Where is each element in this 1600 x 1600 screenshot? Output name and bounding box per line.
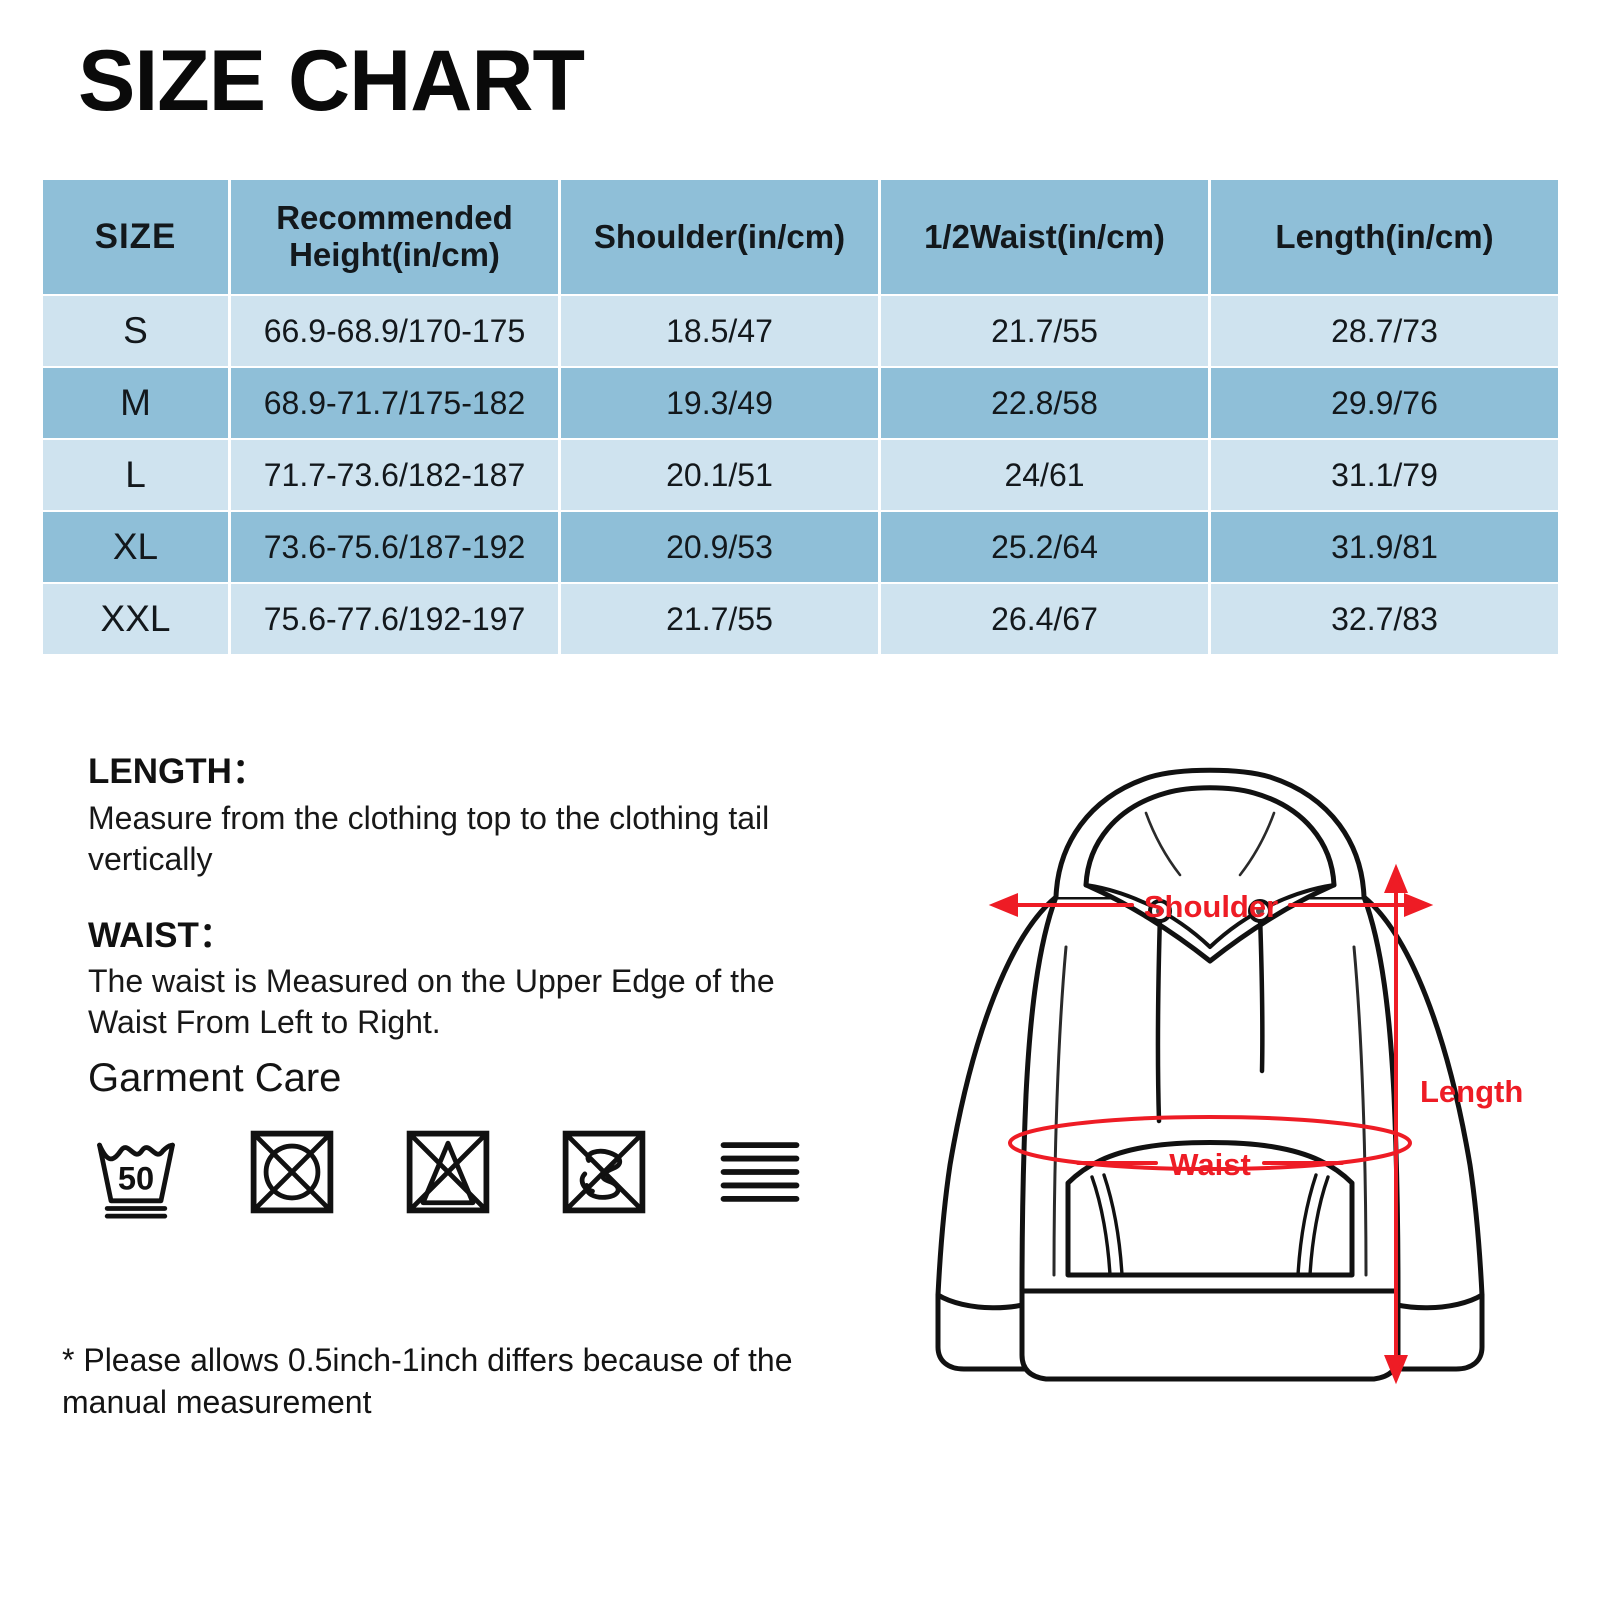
cell-waist: 21.7/55 bbox=[878, 294, 1211, 368]
do-not-bleach-icon bbox=[406, 1130, 490, 1214]
cell-length: 31.9/81 bbox=[1208, 510, 1561, 584]
length-measure-label: Length bbox=[1420, 1074, 1523, 1109]
cell-height: 75.6-77.6/192-197 bbox=[228, 582, 561, 656]
column-header-height-line1: Recommended bbox=[276, 199, 513, 237]
cell-size: L bbox=[40, 438, 231, 512]
page-title: SIZE CHART bbox=[78, 33, 585, 129]
table-row: S 66.9-68.9/170-175 18.5/47 21.7/55 28.7… bbox=[40, 294, 1561, 368]
column-header-shoulder: Shoulder(in/cm) bbox=[558, 178, 881, 296]
cell-shoulder: 19.3/49 bbox=[558, 366, 881, 440]
cell-length: 29.9/76 bbox=[1208, 366, 1561, 440]
cell-size: XXL bbox=[40, 582, 231, 656]
dry-flat-icon bbox=[720, 1142, 800, 1202]
garment-care-title: Garment Care bbox=[88, 1056, 342, 1100]
cell-waist: 26.4/67 bbox=[878, 582, 1211, 656]
measurement-disclaimer: * Please allows 0.5inch-1inch differs be… bbox=[62, 1342, 793, 1420]
hoodie-diagram: Shoulder Length Waist bbox=[860, 735, 1560, 1435]
column-header-height-line2: Height(in/cm) bbox=[289, 236, 500, 273]
cell-size: XL bbox=[40, 510, 231, 584]
table-row: M 68.9-71.7/175-182 19.3/49 22.8/58 29.9… bbox=[40, 366, 1561, 440]
cell-length: 28.7/73 bbox=[1208, 294, 1561, 368]
table-row: XL 73.6-75.6/187-192 20.9/53 25.2/64 31.… bbox=[40, 510, 1561, 584]
table-row: XXL 75.6-77.6/192-197 21.7/55 26.4/67 32… bbox=[40, 582, 1561, 656]
shoulder-measure-label: Shoulder bbox=[1144, 889, 1278, 924]
column-header-length: Length(in/cm) bbox=[1208, 178, 1561, 296]
cell-length: 31.1/79 bbox=[1208, 438, 1561, 512]
cell-shoulder: 20.1/51 bbox=[558, 438, 881, 512]
no-tumble-dry-icon bbox=[250, 1130, 334, 1214]
hoodie-illustration: Shoulder Length Waist bbox=[935, 767, 1523, 1385]
wash-50-icon: 50 bbox=[97, 1142, 175, 1219]
cell-size: M bbox=[40, 366, 231, 440]
column-header-waist: 1/2Waist(in/cm) bbox=[878, 178, 1211, 296]
cell-size: S bbox=[40, 294, 231, 368]
do-not-wring-icon bbox=[562, 1130, 646, 1214]
cell-waist: 25.2/64 bbox=[878, 510, 1211, 584]
table-header-row: SIZE Recommended Height(in/cm) Shoulder(… bbox=[40, 178, 1561, 296]
drawstring-grommet bbox=[1148, 899, 1272, 923]
cell-waist: 24/61 bbox=[878, 438, 1211, 512]
cell-height: 68.9-71.7/175-182 bbox=[228, 366, 561, 440]
cell-waist: 22.8/58 bbox=[878, 366, 1211, 440]
column-header-size: SIZE bbox=[40, 178, 231, 296]
cell-shoulder: 21.7/55 bbox=[558, 582, 881, 656]
waist-heading: WAIST： bbox=[88, 915, 234, 955]
table-row: L 71.7-73.6/182-187 20.1/51 24/61 31.1/7… bbox=[40, 438, 1561, 512]
garment-care-section: Garment Care 50 bbox=[88, 1058, 818, 1220]
waist-description: The waist is Measured on the Upper Edge … bbox=[88, 963, 775, 1041]
measurement-instructions: LENGTH： Measure from the clothing top to… bbox=[88, 750, 818, 1043]
cell-height: 66.9-68.9/170-175 bbox=[228, 294, 561, 368]
cell-height: 71.7-73.6/182-187 bbox=[228, 438, 561, 512]
cell-length: 32.7/83 bbox=[1208, 582, 1561, 656]
size-chart-table: SIZE Recommended Height(in/cm) Shoulder(… bbox=[40, 178, 1561, 656]
wash-temp-label: 50 bbox=[118, 1159, 154, 1196]
cell-shoulder: 20.9/53 bbox=[558, 510, 881, 584]
waist-measure-label: Waist bbox=[1169, 1147, 1251, 1182]
cell-height: 73.6-75.6/187-192 bbox=[228, 510, 561, 584]
care-icon-row: 50 bbox=[88, 1124, 818, 1220]
cell-shoulder: 18.5/47 bbox=[558, 294, 881, 368]
column-header-height: Recommended Height(in/cm) bbox=[228, 178, 561, 296]
length-description: Measure from the clothing top to the clo… bbox=[88, 799, 770, 877]
length-heading: LENGTH： bbox=[88, 752, 267, 791]
